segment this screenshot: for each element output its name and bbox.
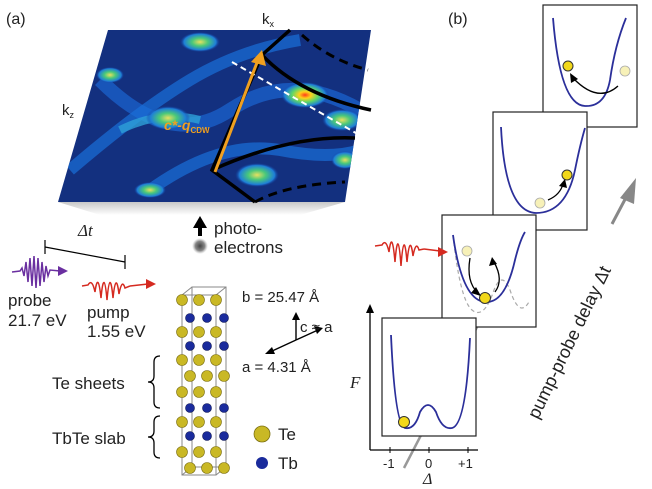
tb-legend-label: Tb	[278, 454, 298, 473]
tb-atom	[185, 431, 195, 441]
panel-b-label: (b)	[448, 11, 468, 28]
te-atom	[176, 354, 188, 366]
lattice-b: b = 25.47 Å	[242, 289, 319, 306]
te-atom	[210, 446, 222, 458]
te-sheets-brace	[147, 355, 161, 409]
pump-pulse	[81, 281, 131, 301]
tb-atom	[202, 403, 212, 413]
tbte-slab-brace	[147, 415, 161, 459]
axes-triad	[265, 312, 323, 354]
tbte-slab-label: TbTe slab	[52, 429, 126, 448]
pump-b-arrowhead	[438, 247, 448, 257]
te-atom	[210, 386, 222, 398]
projection-cone	[58, 202, 345, 215]
crystal-structure	[176, 286, 230, 476]
te-atom	[210, 354, 222, 366]
te-atom	[193, 416, 205, 428]
te-atom	[218, 462, 230, 474]
te-legend-label: Te	[278, 425, 296, 444]
te-atom	[218, 370, 230, 382]
pump-arrowhead	[146, 279, 156, 289]
te-atom	[210, 294, 222, 306]
pump-pulse-b	[374, 241, 425, 267]
te-atom	[176, 416, 188, 428]
atom-legend: Te Tb	[253, 425, 298, 473]
energy-frame-1	[381, 317, 477, 437]
te-atom	[193, 446, 205, 458]
te-atom	[193, 326, 205, 338]
tb-atom	[219, 431, 229, 441]
arpes-map: c*-qCDW	[58, 28, 372, 215]
te-atom	[193, 354, 205, 366]
lattice-c: c ≈ a	[300, 319, 333, 336]
delay-bracket	[44, 246, 126, 263]
te-sheets-label: Te sheets	[52, 374, 125, 393]
te-atom	[210, 326, 222, 338]
tb-atom	[219, 313, 229, 323]
tick-plus-one: +1	[458, 456, 473, 471]
delay-axis-arrowhead	[620, 178, 636, 204]
te-atom	[184, 370, 196, 382]
lattice-a: a = 4.31 Å	[242, 359, 311, 376]
electron-blob	[192, 238, 208, 254]
te-atom	[210, 416, 222, 428]
delay-axis-label: pump-probe delay Δt	[524, 263, 615, 422]
te-atom	[176, 446, 188, 458]
probe-pulse	[11, 255, 61, 289]
energy-ylabel: F	[349, 373, 361, 392]
up-arrow-icon	[193, 216, 207, 236]
probe-energy: 21.7 eV	[8, 311, 67, 330]
te-atom	[176, 294, 188, 306]
photoelectrons-line1: photo-	[214, 219, 262, 238]
te-atom	[201, 370, 213, 382]
vector-arrowhead	[251, 50, 266, 66]
tb-atom	[185, 341, 195, 351]
kx-label: kx	[262, 11, 275, 29]
arpes-intensity	[66, 32, 364, 198]
panel-a-label: (a)	[6, 11, 26, 28]
pump-energy: 1.55 eV	[87, 322, 146, 341]
te-atom	[201, 462, 213, 474]
energy-plot-axes	[366, 304, 478, 453]
te-atom	[193, 294, 205, 306]
tb-atom	[185, 403, 195, 413]
te-atom	[176, 386, 188, 398]
photoelectron-indicator: photo- electrons	[192, 216, 283, 257]
te-atom	[176, 326, 188, 338]
energy-xlabel: Δ	[422, 471, 432, 488]
tick-minus-one: -1	[383, 456, 395, 471]
tb-atom	[202, 341, 212, 351]
tb-atom	[185, 313, 195, 323]
energy-frame-2	[441, 214, 537, 328]
probe-arrowhead	[58, 266, 68, 276]
energy-frame-3	[492, 111, 588, 231]
probe-label: probe	[8, 291, 51, 310]
photoelectrons-line2: electrons	[214, 238, 283, 257]
tb-legend-ball	[256, 457, 268, 469]
tb-atom	[219, 341, 229, 351]
pump-label: pump	[87, 303, 130, 322]
vector-label: c*-qCDW	[164, 117, 210, 135]
tb-atom	[202, 313, 212, 323]
energy-frame-4	[542, 4, 638, 128]
kz-label: kz	[62, 102, 75, 120]
te-atom	[184, 462, 196, 474]
delay-label: Δt	[77, 221, 94, 240]
te-legend-ball	[253, 425, 271, 443]
tick-zero: 0	[425, 456, 432, 471]
te-atom	[193, 386, 205, 398]
tb-atom	[219, 403, 229, 413]
tb-atom	[202, 431, 212, 441]
